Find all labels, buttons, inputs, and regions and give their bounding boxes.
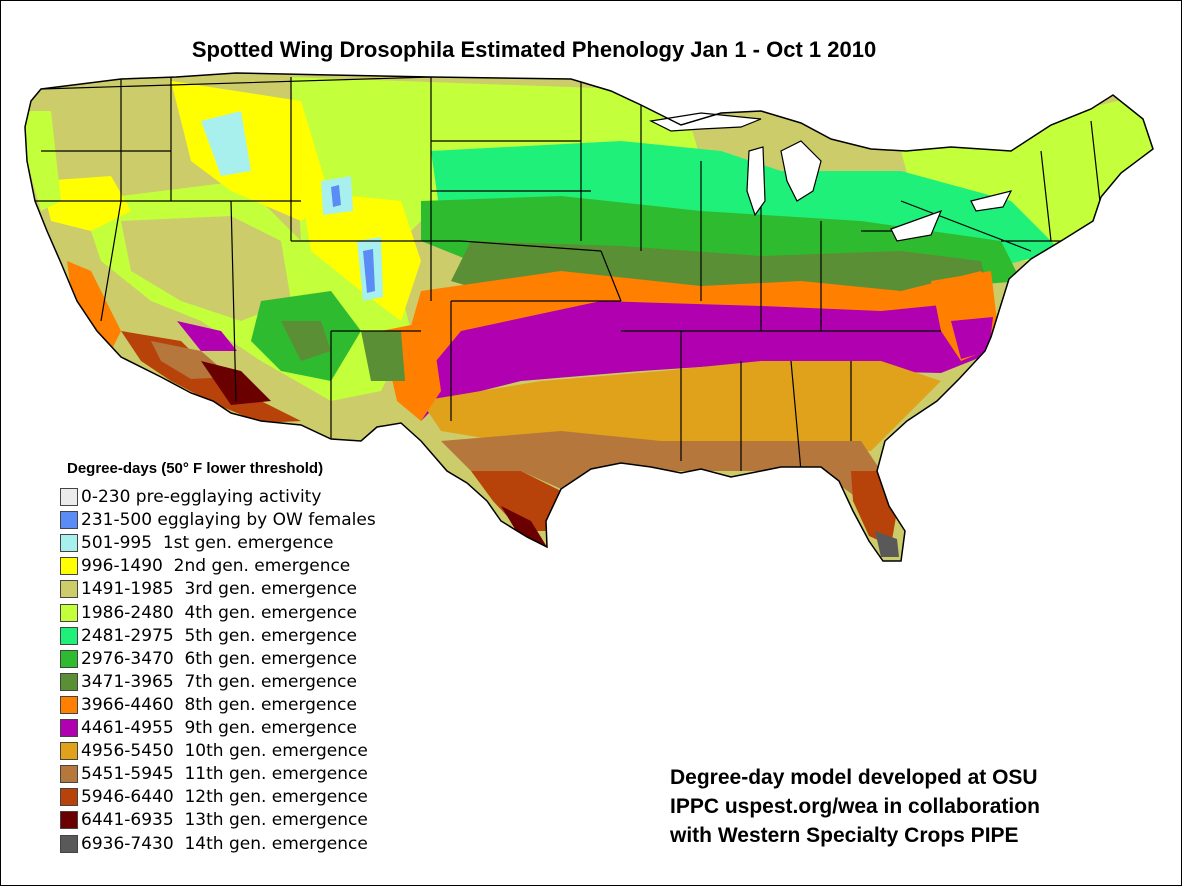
legend-swatch <box>60 488 78 506</box>
legend-swatch <box>60 834 78 853</box>
legend-label: 501-995 1st gen. emergence <box>81 533 334 554</box>
legend-swatch <box>60 649 78 668</box>
legend-label: 2976-3470 6th gen. emergence <box>81 648 357 669</box>
legend-swatch <box>60 719 78 737</box>
legend-swatch <box>60 695 78 714</box>
legend-swatch <box>60 557 78 576</box>
legend-label: 6441-6935 13th gen. emergence <box>81 810 368 831</box>
credits-line: IPPC uspest.org/wea in collaboration <box>670 795 1040 818</box>
legend-swatch <box>60 788 78 807</box>
legend-swatch <box>60 811 78 830</box>
credits-block: Degree-day model developed at OSU IPPC u… <box>670 763 1040 850</box>
legend-swatch <box>60 765 78 784</box>
legend-label: 3966-4460 8th gen. emergence <box>81 694 357 715</box>
legend-label: 231-500 egglaying by OW females <box>81 510 376 531</box>
legend-swatch <box>60 626 78 645</box>
legend-label: 0-230 pre-egglaying activity <box>81 487 322 507</box>
legend-label: 4956-5450 10th gen. emergence <box>81 741 368 762</box>
legend-label: 4461-4955 9th gen. emergence <box>81 718 357 738</box>
legend-swatch <box>60 534 78 553</box>
legend-label: 3471-3965 7th gen. emergence <box>81 671 357 692</box>
legend-swatch <box>60 603 78 622</box>
legend-label: 5451-5945 11th gen. emergence <box>81 764 368 785</box>
map-title: Spotted Wing Drosophila Estimated Phenol… <box>191 37 877 62</box>
credits-line: Degree-day model developed at OSU <box>670 766 1038 789</box>
legend-label: 1491-1985 3rd gen. emergence <box>81 579 358 600</box>
legend-swatch <box>60 742 78 761</box>
legend-label: 6936-7430 14th gen. emergence <box>81 833 368 854</box>
legend-swatch <box>60 580 78 599</box>
credits-line: with Western Specialty Crops PIPE <box>670 824 1019 847</box>
legend-title: Degree-days (50° F lower threshold) <box>67 460 324 477</box>
legend-label: 996-1490 2nd gen. emergence <box>81 556 351 577</box>
legend-label: 5946-6440 12th gen. emergence <box>81 787 368 808</box>
legend-swatch <box>60 511 78 530</box>
legend-label: 1986-2480 4th gen. emergence <box>81 602 357 623</box>
legend-swatch <box>60 672 78 691</box>
legend-label: 2481-2975 5th gen. emergence <box>81 625 357 646</box>
